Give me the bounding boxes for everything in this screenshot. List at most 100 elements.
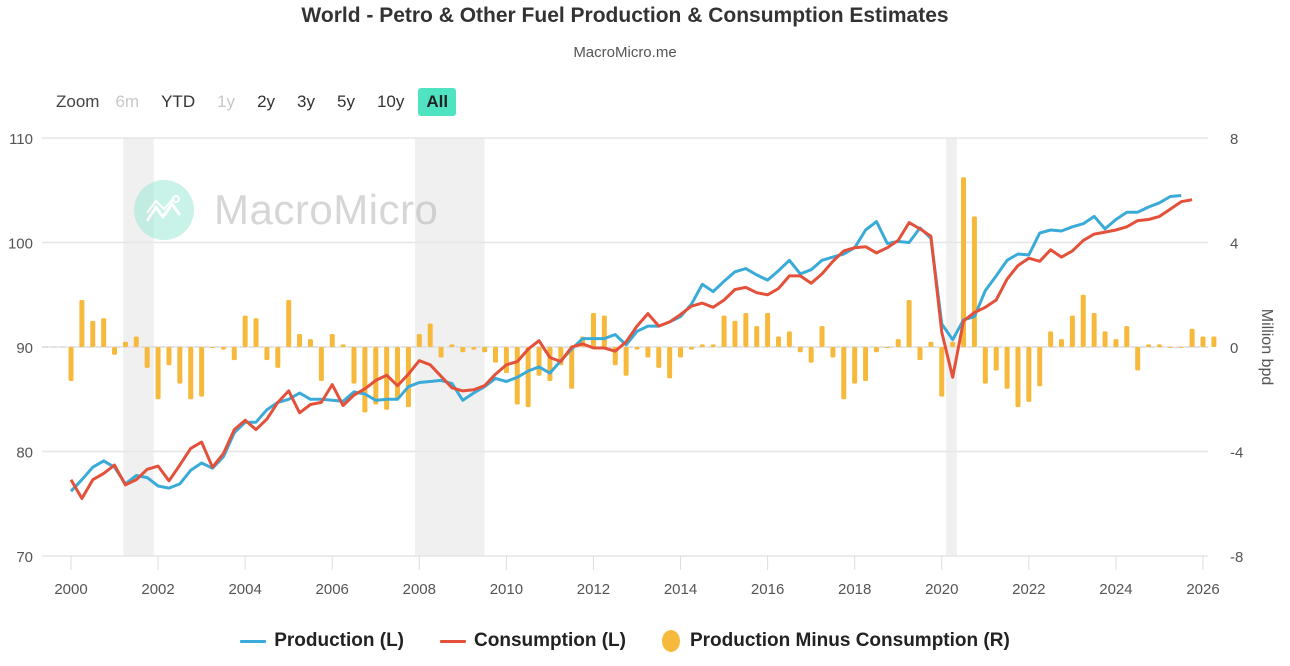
- diff-bar: [166, 347, 172, 366]
- diff-bar: [961, 177, 967, 347]
- y-left-tick-label: 70: [16, 549, 33, 566]
- x-tick-label: 2014: [664, 581, 697, 598]
- chart-line-logo-icon: [134, 180, 194, 240]
- y-right-axis-title: Million bpd: [1258, 309, 1275, 385]
- diff-bar: [950, 341, 956, 347]
- x-tick-label: 2008: [403, 581, 436, 598]
- y-left-tick-label: 90: [16, 340, 33, 357]
- chart-subtitle: MacroMicro.me: [573, 44, 677, 61]
- y-right-tick-label: 4: [1230, 236, 1238, 253]
- diff-bar: [362, 347, 368, 413]
- y-right-tick-label: -4: [1230, 445, 1243, 462]
- diff-bar: [503, 347, 509, 374]
- diff-bar: [721, 315, 727, 347]
- diff-bar: [786, 331, 792, 347]
- diff-bar: [1102, 331, 1108, 347]
- diff-bar: [732, 320, 738, 347]
- diff-bar: [656, 347, 662, 368]
- diff-bar: [590, 313, 596, 347]
- diff-bar: [819, 326, 825, 347]
- x-tick-label: 2002: [141, 581, 174, 598]
- x-tick-label: 2016: [751, 581, 784, 598]
- consumption-line: [69, 198, 1193, 500]
- diff-bar: [275, 347, 281, 368]
- diff-bar: [188, 347, 194, 400]
- diff-bar: [395, 347, 401, 400]
- x-tick-label: 2026: [1186, 581, 1219, 598]
- diff-bar: [982, 347, 988, 384]
- range-button-10y[interactable]: 10y: [376, 92, 405, 111]
- legend-item-consumption[interactable]: Consumption (L): [440, 630, 626, 652]
- diff-bar: [895, 339, 901, 347]
- gridlines: [42, 137, 1208, 557]
- diff-bar: [536, 347, 542, 376]
- diff-bar: [971, 216, 977, 347]
- diff-bar: [667, 347, 673, 379]
- legend: Production (L) Consumption (L) Productio…: [0, 630, 1250, 652]
- diff-bar: [1135, 347, 1141, 371]
- diff-bar: [1156, 344, 1162, 347]
- watermark-text: MacroMicro: [214, 186, 439, 233]
- diff-bar: [699, 344, 705, 347]
- diff-bar: [482, 347, 488, 353]
- x-tick-label: 2012: [577, 581, 610, 598]
- diff-bar: [177, 347, 183, 384]
- range-button-3y[interactable]: 3y: [297, 92, 315, 111]
- watermark: MacroMicro: [134, 180, 438, 240]
- y-left-tick-label: 80: [16, 445, 33, 462]
- diff-bar: [1004, 347, 1010, 389]
- legend-label-consumption: Consumption (L): [474, 630, 626, 651]
- diff-bar: [449, 344, 455, 347]
- x-tick-label: 2000: [54, 581, 87, 598]
- diff-bar: [351, 347, 357, 384]
- y-right-tick-label: -8: [1230, 549, 1243, 566]
- diff-bar: [1048, 331, 1054, 347]
- diff-bar: [841, 347, 847, 400]
- diff-bar: [1124, 326, 1130, 347]
- range-button-all[interactable]: All: [418, 88, 457, 116]
- diff-bar: [993, 347, 999, 371]
- x-tick-label: 2004: [228, 581, 261, 598]
- diff-bar: [122, 341, 128, 347]
- diff-bar: [1113, 339, 1119, 347]
- diff-bar: [384, 347, 390, 410]
- diff-bar: [68, 347, 74, 381]
- diff-bar: [101, 318, 107, 347]
- range-button-ytd[interactable]: YTD: [161, 92, 196, 111]
- range-button-6m[interactable]: 6m: [115, 92, 140, 111]
- diff-bar: [210, 347, 215, 348]
- diff-bar: [405, 347, 411, 408]
- diff-bar: [688, 347, 694, 350]
- diff-bar: [873, 347, 879, 353]
- legend-item-production[interactable]: Production (L): [240, 630, 404, 652]
- diff-bar: [678, 347, 684, 358]
- legend-symbol-consumption: [440, 639, 467, 643]
- legend-item-diff[interactable]: Production Minus Consumption (R): [661, 630, 1010, 652]
- diff-bar: [297, 333, 303, 347]
- x-tick-label: 2022: [1012, 581, 1045, 598]
- diff-bar: [242, 315, 248, 347]
- diff-bar: [1037, 347, 1043, 387]
- diff-bar: [797, 347, 803, 353]
- range-button-1y[interactable]: 1y: [217, 92, 236, 111]
- diff-bar: [884, 347, 890, 348]
- diff-bar: [743, 313, 749, 347]
- diff-bar: [1178, 347, 1184, 348]
- chart-title: World - Petro & Other Fuel Production & …: [301, 4, 949, 27]
- diff-bar: [634, 347, 640, 350]
- range-button-2y[interactable]: 2y: [257, 92, 276, 111]
- diff-bar: [1211, 336, 1217, 347]
- diff-bar: [286, 299, 292, 347]
- range-selector: Zoom 6m YTD 1y 2y 3y 5y 10y All: [48, 86, 462, 118]
- zoom-label: Zoom: [56, 92, 100, 111]
- axes: 110 100 90 80 70 8 4 0 -4 -8 Million bpd 2000 2002 20…: [8, 131, 1275, 598]
- range-button-5y[interactable]: 5y: [337, 92, 355, 111]
- diff-bar: [1189, 328, 1195, 347]
- diff-bar: [373, 347, 379, 405]
- y-right-tick-label: 8: [1230, 131, 1238, 148]
- diff-bar: [863, 347, 869, 381]
- diff-bar: [133, 336, 139, 347]
- diff-bar: [340, 344, 346, 347]
- production-line: [69, 194, 1182, 493]
